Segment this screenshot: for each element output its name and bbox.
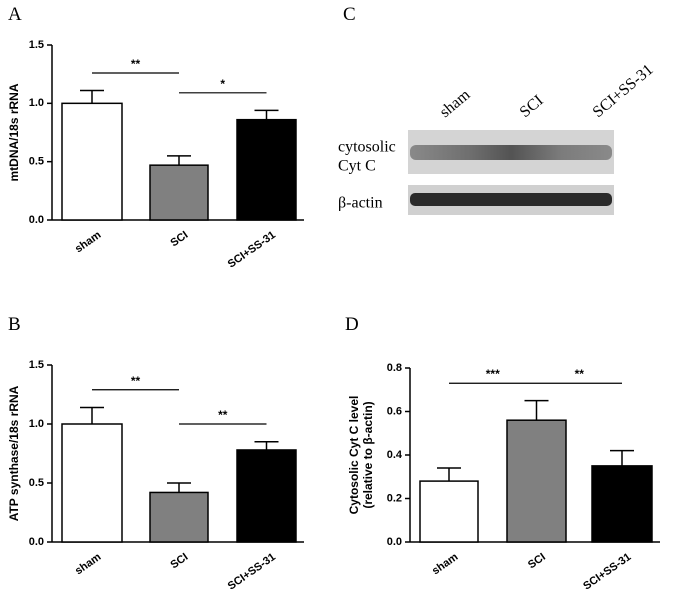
- bar: [506, 419, 567, 543]
- y-tick-label: 0.0: [29, 536, 44, 548]
- x-tick-label: sham: [430, 551, 461, 577]
- blot-band: [410, 193, 612, 206]
- blot-band: [410, 145, 612, 160]
- y-tick-label: 1.0: [29, 418, 44, 430]
- x-tick-label: SCI: [168, 229, 190, 249]
- x-tick-label: SCI: [168, 551, 190, 571]
- panel-letter: B: [8, 314, 21, 335]
- row-label: β-actin: [338, 195, 383, 212]
- x-tick-label: SCI: [526, 551, 548, 571]
- significance-label: **: [218, 408, 228, 422]
- y-axis-label: Cytosolic Cyt C level: [347, 396, 361, 515]
- y-axis-label: ATP synthase/18s rRNA: [7, 385, 21, 521]
- y-axis-label: (relative to β-actin): [361, 401, 375, 508]
- x-tick-label: SCI+SS-31: [226, 229, 278, 271]
- y-tick-label: 0.4: [387, 449, 403, 461]
- y-tick-label: 0.0: [29, 214, 44, 226]
- significance-label: **: [131, 374, 141, 388]
- blot-panel: C: [343, 4, 614, 215]
- x-tick-label: sham: [73, 551, 104, 577]
- row-label: Cyt C: [338, 158, 376, 175]
- bar: [149, 491, 209, 543]
- lane-label: sham: [437, 86, 474, 121]
- row-label: cytosolic: [338, 139, 396, 156]
- bar: [149, 164, 209, 221]
- x-tick-label: sham: [73, 229, 104, 255]
- significance-label: **: [575, 367, 585, 381]
- y-tick-label: 1.0: [29, 97, 44, 109]
- y-tick-label: 1.5: [29, 39, 44, 51]
- bar: [236, 449, 297, 543]
- x-tick-label: SCI+SS-31: [226, 551, 278, 593]
- significance-label: **: [131, 57, 141, 71]
- bar: [419, 480, 479, 543]
- panel-letter: D: [345, 314, 359, 335]
- lane-label: SCI+SS-31: [590, 61, 657, 121]
- panel-letter: A: [8, 4, 22, 25]
- bar: [61, 102, 123, 221]
- y-tick-label: 0.5: [29, 156, 44, 168]
- significance-label: *: [220, 77, 225, 91]
- bar: [61, 423, 123, 543]
- y-tick-label: 1.5: [29, 359, 44, 371]
- y-tick-label: 0.6: [387, 405, 402, 417]
- x-tick-label: SCI+SS-31: [581, 551, 633, 593]
- significance-label: ***: [486, 367, 500, 381]
- panel-letter: C: [343, 4, 356, 25]
- y-tick-label: 0.8: [387, 362, 402, 374]
- bar: [591, 465, 653, 543]
- lane-label: SCI: [517, 92, 547, 121]
- bar: [236, 118, 297, 221]
- y-tick-label: 0.5: [29, 477, 44, 489]
- y-tick-label: 0.2: [387, 492, 402, 504]
- y-tick-label: 0.0: [387, 536, 402, 548]
- y-axis-label: mtDNA/18s rRNA: [7, 83, 21, 181]
